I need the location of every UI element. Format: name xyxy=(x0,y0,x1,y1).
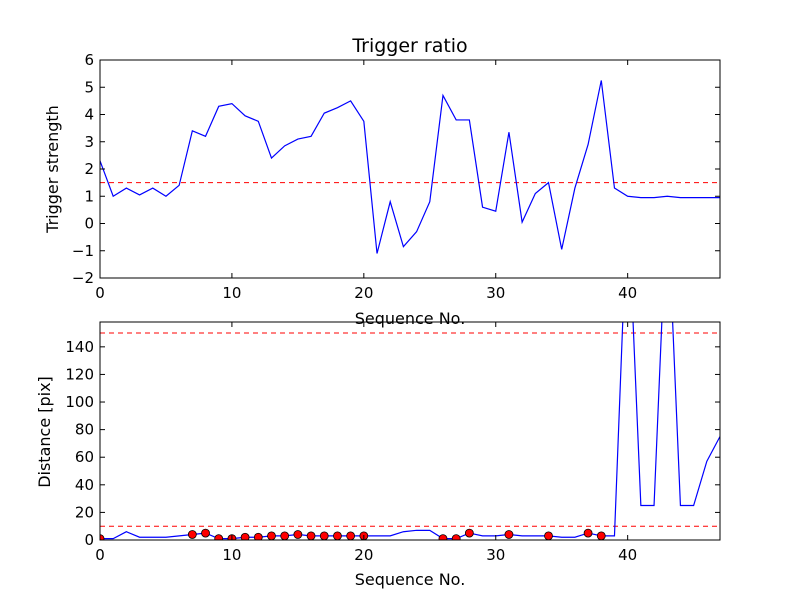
data-marker xyxy=(438,534,448,540)
plot-area xyxy=(100,80,720,254)
y-tick-label: 0 xyxy=(84,531,94,549)
y-tick-label: 5 xyxy=(84,78,94,96)
data-marker xyxy=(346,531,356,540)
data-marker xyxy=(280,531,290,540)
y-tick-label: −2 xyxy=(72,269,94,287)
distance-marks: 0 10 20 30 40 0 20 40 60 80 100 120 140 xyxy=(65,321,721,564)
y-tick-label: 4 xyxy=(84,106,94,124)
x-tick-label: 20 xyxy=(354,546,373,564)
x-axis-label: Sequence No. xyxy=(355,309,466,328)
x-tick-label: 10 xyxy=(222,284,241,302)
data-marker xyxy=(267,531,276,540)
x-tick-label: 0 xyxy=(95,546,105,564)
x-tick-label: 0 xyxy=(95,284,105,302)
axes-frame xyxy=(99,321,721,541)
x-tick-label: 20 xyxy=(354,284,373,302)
x-axis-label: Sequence No. xyxy=(355,570,466,589)
y-tick-label: 3 xyxy=(84,133,94,151)
trigger-ratio-axes: Trigger ratio Sequence No. Trigger stren… xyxy=(43,35,721,328)
data-marker xyxy=(464,528,474,538)
y-tick-label: 1 xyxy=(84,187,94,205)
data-marker xyxy=(201,528,210,538)
x-tick-label: 40 xyxy=(618,284,637,302)
y-tick-label: 80 xyxy=(75,421,94,439)
chart-title: Trigger ratio xyxy=(351,35,467,57)
data-marker xyxy=(214,534,224,540)
data-marker xyxy=(333,531,342,540)
x-tick-label: 30 xyxy=(486,546,505,564)
data-marker xyxy=(544,531,553,540)
y-tick-label: 60 xyxy=(75,448,94,466)
data-marker xyxy=(293,530,303,539)
distance-axes: Sequence No. Distance [pix] 0 10 20 30 40 0 20… xyxy=(35,321,721,589)
y-tick-label: 0 xyxy=(84,215,94,233)
data-marker xyxy=(187,530,197,539)
data-marker xyxy=(100,534,105,540)
y-tick-label: 120 xyxy=(65,365,94,383)
y-axis-label: Trigger strength xyxy=(43,105,62,234)
x-tick-label: 30 xyxy=(486,284,505,302)
data-marker xyxy=(504,530,514,539)
y-tick-label: −1 xyxy=(72,242,94,260)
y-tick-label: 20 xyxy=(75,503,94,521)
data-marker xyxy=(319,531,329,540)
y-axis-label: Distance [pix] xyxy=(35,376,54,488)
x-tick-label: 10 xyxy=(222,546,241,564)
y-tick-label: 6 xyxy=(84,51,94,69)
y-tick-label: 40 xyxy=(75,476,94,494)
y-tick-label: 100 xyxy=(65,393,94,411)
data-marker xyxy=(596,531,606,540)
y-tick-label: 2 xyxy=(84,160,94,178)
series-line xyxy=(100,80,720,254)
x-tick-label: 40 xyxy=(618,546,637,564)
data-marker xyxy=(253,532,263,540)
data-marker xyxy=(451,534,461,540)
data-marker xyxy=(240,532,250,540)
data-marker xyxy=(306,531,316,540)
trigger-ratio-marks: 0 10 20 30 40 −2 −1 0 1 2 3 4 5 6 xyxy=(72,51,721,302)
data-marker xyxy=(583,528,593,538)
y-tick-label: 140 xyxy=(65,338,94,356)
